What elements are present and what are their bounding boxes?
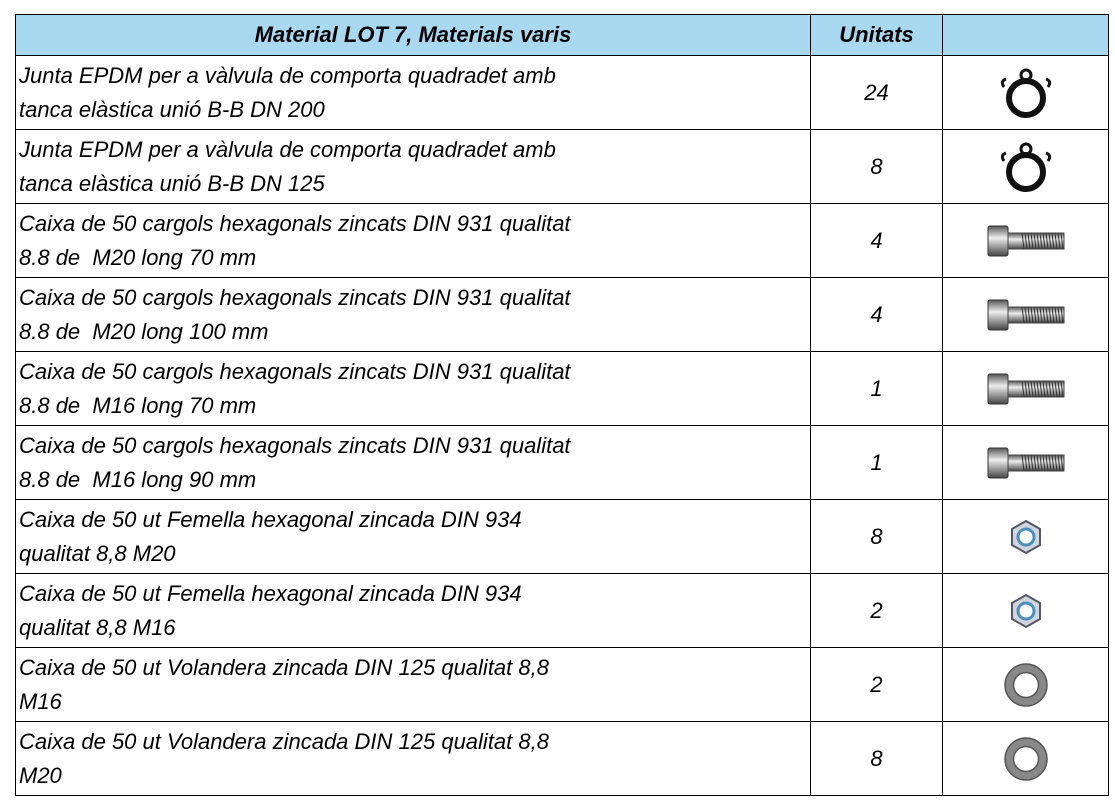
item-icon xyxy=(1003,736,1049,782)
icon-cell xyxy=(943,574,1109,648)
units-cell: 24 xyxy=(811,56,943,130)
icon-cell xyxy=(943,500,1109,574)
description-cell: Junta EPDM per a vàlvula de comporta qua… xyxy=(16,56,811,130)
icon-cell xyxy=(943,352,1109,426)
header-cell: Unitats xyxy=(811,15,943,56)
table-row: Junta EPDM per a vàlvula de comporta qua… xyxy=(16,56,1109,130)
units-cell: 8 xyxy=(811,500,943,574)
units-cell: 2 xyxy=(811,648,943,722)
units-cell: 2 xyxy=(811,574,943,648)
header-row: Material LOT 7, Materials varis Unitats xyxy=(16,15,1109,56)
table-row: Caixa de 50 ut Femella hexagonal zincada… xyxy=(16,574,1109,648)
header-cell: Material LOT 7, Materials varis xyxy=(16,15,811,56)
item-icon xyxy=(1008,593,1044,629)
page: Material LOT 7, Materials varis Unitats … xyxy=(0,0,1115,801)
description-cell: Caixa de 50 ut Volandera zincada DIN 125… xyxy=(16,722,811,796)
units-cell: 1 xyxy=(811,426,943,500)
units-cell: 8 xyxy=(811,130,943,204)
table-body: Junta EPDM per a vàlvula de comporta qua… xyxy=(16,56,1109,796)
units-cell: 4 xyxy=(811,278,943,352)
materials-table: Material LOT 7, Materials varis Unitats … xyxy=(15,14,1109,796)
item-icon xyxy=(986,224,1066,258)
description-line: Caixa de 50 ut Femella hexagonal zincada… xyxy=(19,503,810,537)
table-row: Caixa de 50 ut Volandera zincada DIN 125… xyxy=(16,722,1109,796)
table-row: Caixa de 50 ut Femella hexagonal zincada… xyxy=(16,500,1109,574)
table-row: Caixa de 50 cargols hexagonals zincats D… xyxy=(16,352,1109,426)
description-line: Caixa de 50 cargols hexagonals zincats D… xyxy=(19,281,810,315)
item-icon xyxy=(996,139,1056,195)
units-cell: 8 xyxy=(811,722,943,796)
description-cell: Caixa de 50 cargols hexagonals zincats D… xyxy=(16,426,811,500)
description-line: Caixa de 50 ut Femella hexagonal zincada… xyxy=(19,577,810,611)
description-cell: Junta EPDM per a vàlvula de comporta qua… xyxy=(16,130,811,204)
description-line: tanca elàstica unió B-B DN 125 xyxy=(19,167,810,201)
description-line: tanca elàstica unió B-B DN 200 xyxy=(19,93,810,127)
description-line: qualitat 8,8 M16 xyxy=(19,611,810,645)
icon-cell xyxy=(943,426,1109,500)
icon-cell xyxy=(943,278,1109,352)
units-cell: 1 xyxy=(811,352,943,426)
description-line: Junta EPDM per a vàlvula de comporta qua… xyxy=(19,59,810,93)
description-cell: Caixa de 50 ut Femella hexagonal zincada… xyxy=(16,574,811,648)
description-line: 8.8 de M16 long 90 mm xyxy=(19,463,810,497)
icon-cell xyxy=(943,56,1109,130)
table-row: Caixa de 50 cargols hexagonals zincats D… xyxy=(16,204,1109,278)
description-line: 8.8 de M20 long 70 mm xyxy=(19,241,810,275)
table-row: Caixa de 50 cargols hexagonals zincats D… xyxy=(16,278,1109,352)
description-line: Caixa de 50 cargols hexagonals zincats D… xyxy=(19,429,810,463)
table-row: Junta EPDM per a vàlvula de comporta qua… xyxy=(16,130,1109,204)
description-cell: Caixa de 50 cargols hexagonals zincats D… xyxy=(16,204,811,278)
description-line: Caixa de 50 ut Volandera zincada DIN 125… xyxy=(19,725,810,759)
description-line: Caixa de 50 cargols hexagonals zincats D… xyxy=(19,207,810,241)
table-row: Caixa de 50 ut Volandera zincada DIN 125… xyxy=(16,648,1109,722)
table-row: Caixa de 50 cargols hexagonals zincats D… xyxy=(16,426,1109,500)
description-line: Junta EPDM per a vàlvula de comporta qua… xyxy=(19,133,810,167)
description-line: qualitat 8,8 M20 xyxy=(19,537,810,571)
description-line: Caixa de 50 ut Volandera zincada DIN 125… xyxy=(19,651,810,685)
description-cell: Caixa de 50 ut Femella hexagonal zincada… xyxy=(16,500,811,574)
item-icon xyxy=(986,446,1066,480)
icon-cell xyxy=(943,130,1109,204)
description-cell: Caixa de 50 cargols hexagonals zincats D… xyxy=(16,278,811,352)
description-line: M20 xyxy=(19,759,810,793)
item-icon xyxy=(1008,519,1044,555)
description-line: 8.8 de M16 long 70 mm xyxy=(19,389,810,423)
description-line: 8.8 de M20 long 100 mm xyxy=(19,315,810,349)
icon-cell xyxy=(943,648,1109,722)
item-icon xyxy=(1003,662,1049,708)
icon-cell xyxy=(943,204,1109,278)
description-line: Caixa de 50 cargols hexagonals zincats D… xyxy=(19,355,810,389)
item-icon xyxy=(986,372,1066,406)
item-icon xyxy=(986,298,1066,332)
description-line: M16 xyxy=(19,685,810,719)
icon-cell xyxy=(943,722,1109,796)
units-cell: 4 xyxy=(811,204,943,278)
description-cell: Caixa de 50 ut Volandera zincada DIN 125… xyxy=(16,648,811,722)
header-cell xyxy=(943,15,1109,56)
item-icon xyxy=(996,65,1056,121)
description-cell: Caixa de 50 cargols hexagonals zincats D… xyxy=(16,352,811,426)
